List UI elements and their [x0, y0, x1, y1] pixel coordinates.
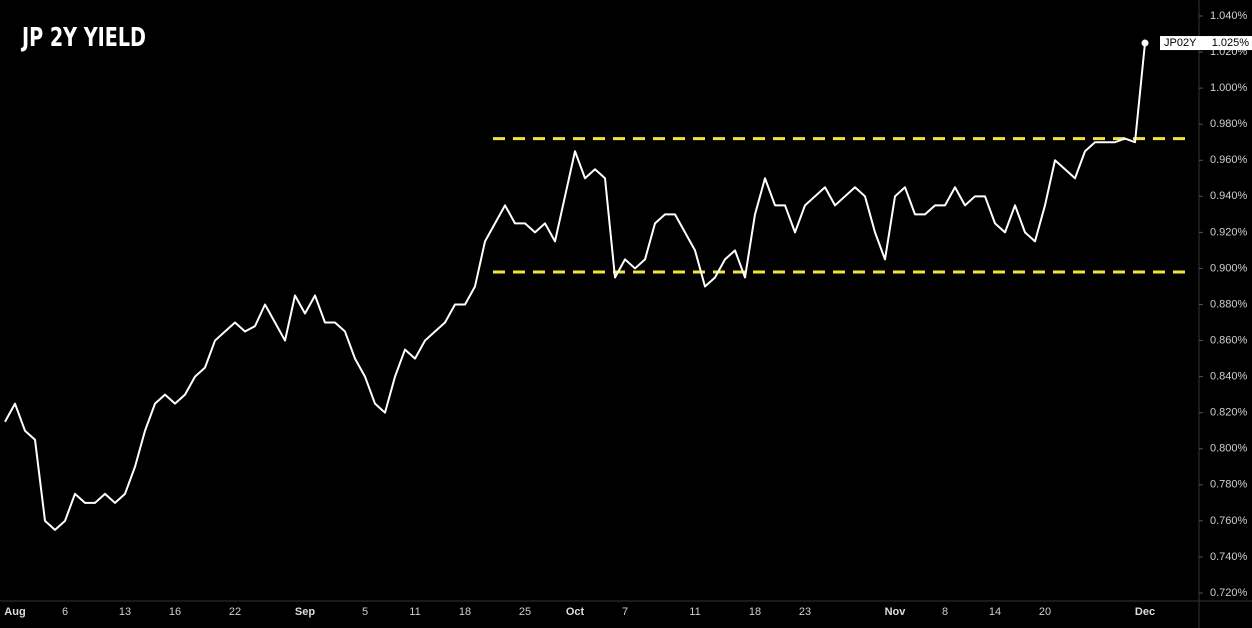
y-tick-label: 0.800% — [1210, 443, 1248, 455]
x-tick-label: 23 — [799, 606, 811, 618]
x-tick-label: 20 — [1039, 606, 1051, 618]
x-tick-label: Oct — [566, 606, 585, 618]
x-tick-label: 11 — [689, 606, 700, 618]
x-tick-label: 18 — [459, 606, 471, 618]
last-value-label: 1.025% — [1212, 37, 1250, 49]
x-tick-label: 16 — [169, 606, 181, 618]
y-tick-label: 0.940% — [1210, 190, 1248, 202]
x-tick-label: 6 — [62, 606, 68, 618]
last-value-box — [1160, 36, 1252, 51]
y-tick-label: 0.920% — [1210, 226, 1248, 238]
y-tick-label: 0.840% — [1210, 371, 1248, 383]
y-tick-label: 0.860% — [1210, 334, 1248, 346]
y-tick-label: 0.760% — [1210, 515, 1248, 527]
y-tick-label: 0.780% — [1210, 479, 1248, 491]
y-tick-label: 0.740% — [1210, 551, 1248, 563]
series-name: JP02Y — [1164, 37, 1197, 49]
y-tick-label: 0.900% — [1210, 262, 1248, 274]
y-tick-label: 1.040% — [1210, 10, 1248, 22]
x-tick-label: 5 — [362, 606, 368, 618]
x-tick-label: 22 — [229, 606, 241, 618]
y-tick-label: 0.960% — [1210, 154, 1248, 166]
y-tick-label: 0.720% — [1210, 587, 1248, 599]
x-tick-label: 13 — [119, 606, 131, 618]
x-tick-label: Nov — [885, 606, 907, 618]
x-tick-label: 14 — [989, 606, 1001, 618]
last-point — [1141, 39, 1149, 47]
chart-title: JP 2Y YIELD — [20, 22, 146, 53]
y-tick-label: 1.000% — [1210, 82, 1248, 94]
x-tick-label: 11 — [409, 606, 420, 618]
y-tick-label: 0.880% — [1210, 298, 1248, 310]
x-tick-label: 8 — [942, 606, 948, 618]
x-tick-label: 25 — [519, 606, 531, 618]
line-series — [4, 42, 1146, 531]
y-tick-label: 0.820% — [1210, 407, 1248, 419]
x-tick-label: 18 — [749, 606, 761, 618]
x-tick-label: Sep — [295, 606, 315, 618]
x-tick-label: Dec — [1135, 606, 1155, 618]
x-tick-label: 7 — [622, 606, 628, 618]
y-tick-label: 0.980% — [1210, 118, 1248, 130]
x-tick-label: Aug — [4, 606, 25, 618]
